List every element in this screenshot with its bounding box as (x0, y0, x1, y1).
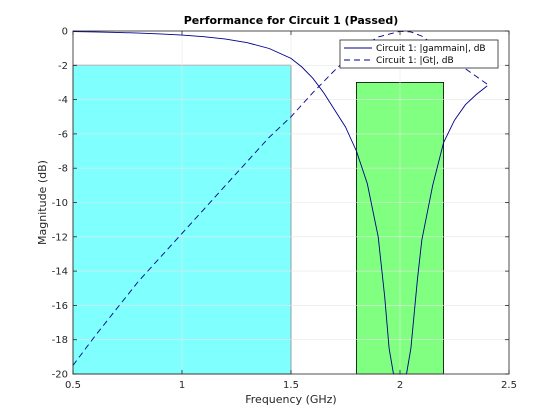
spec-regions (72, 64, 444, 375)
y-tick-label: -18 (52, 335, 68, 346)
x-tick-label: 2 (397, 380, 403, 391)
x-tick-label: 1.5 (283, 380, 299, 391)
axis-ticks: 0.5 1 1.5 2 2.5 0 -2 -4 -6 -8 -10 -12 -14 -16 -18 -20 (52, 27, 517, 392)
y-tick-label: 0 (62, 27, 68, 38)
legend: Circuit 1: |gammain|, dB Circuit 1: |Gt|,… (339, 39, 499, 69)
chart-title: Performance for Circuit 1 (Passed) (184, 14, 398, 27)
x-tick-label: 2.5 (501, 380, 517, 391)
series-lines (72, 30, 488, 375)
x-axis-label: Frequency (GHz) (245, 393, 336, 406)
y-tick-label: -2 (58, 61, 68, 72)
y-axis-label: Magnitude (dB) (36, 160, 49, 245)
y-tick-label: -6 (58, 129, 68, 140)
x-tick-label: 1 (179, 380, 185, 391)
legend-label-2: Circuit 1: |Gt|, dB (376, 56, 454, 66)
x-tick-label: 0.5 (65, 380, 81, 391)
series-line-1 (72, 31, 488, 375)
y-tick-label: -12 (52, 232, 68, 243)
y-tick-label: -10 (52, 198, 68, 209)
series-line-2 (72, 30, 488, 366)
y-tick-label: -4 (58, 95, 68, 106)
y-tick-label: -14 (52, 267, 68, 278)
y-tick-label: -20 (52, 370, 68, 381)
legend-box (339, 39, 499, 69)
legend-label-1: Circuit 1: |gammain|, dB (376, 44, 486, 54)
y-tick-label: -8 (58, 164, 68, 175)
y-tick-label: -16 (52, 301, 68, 312)
